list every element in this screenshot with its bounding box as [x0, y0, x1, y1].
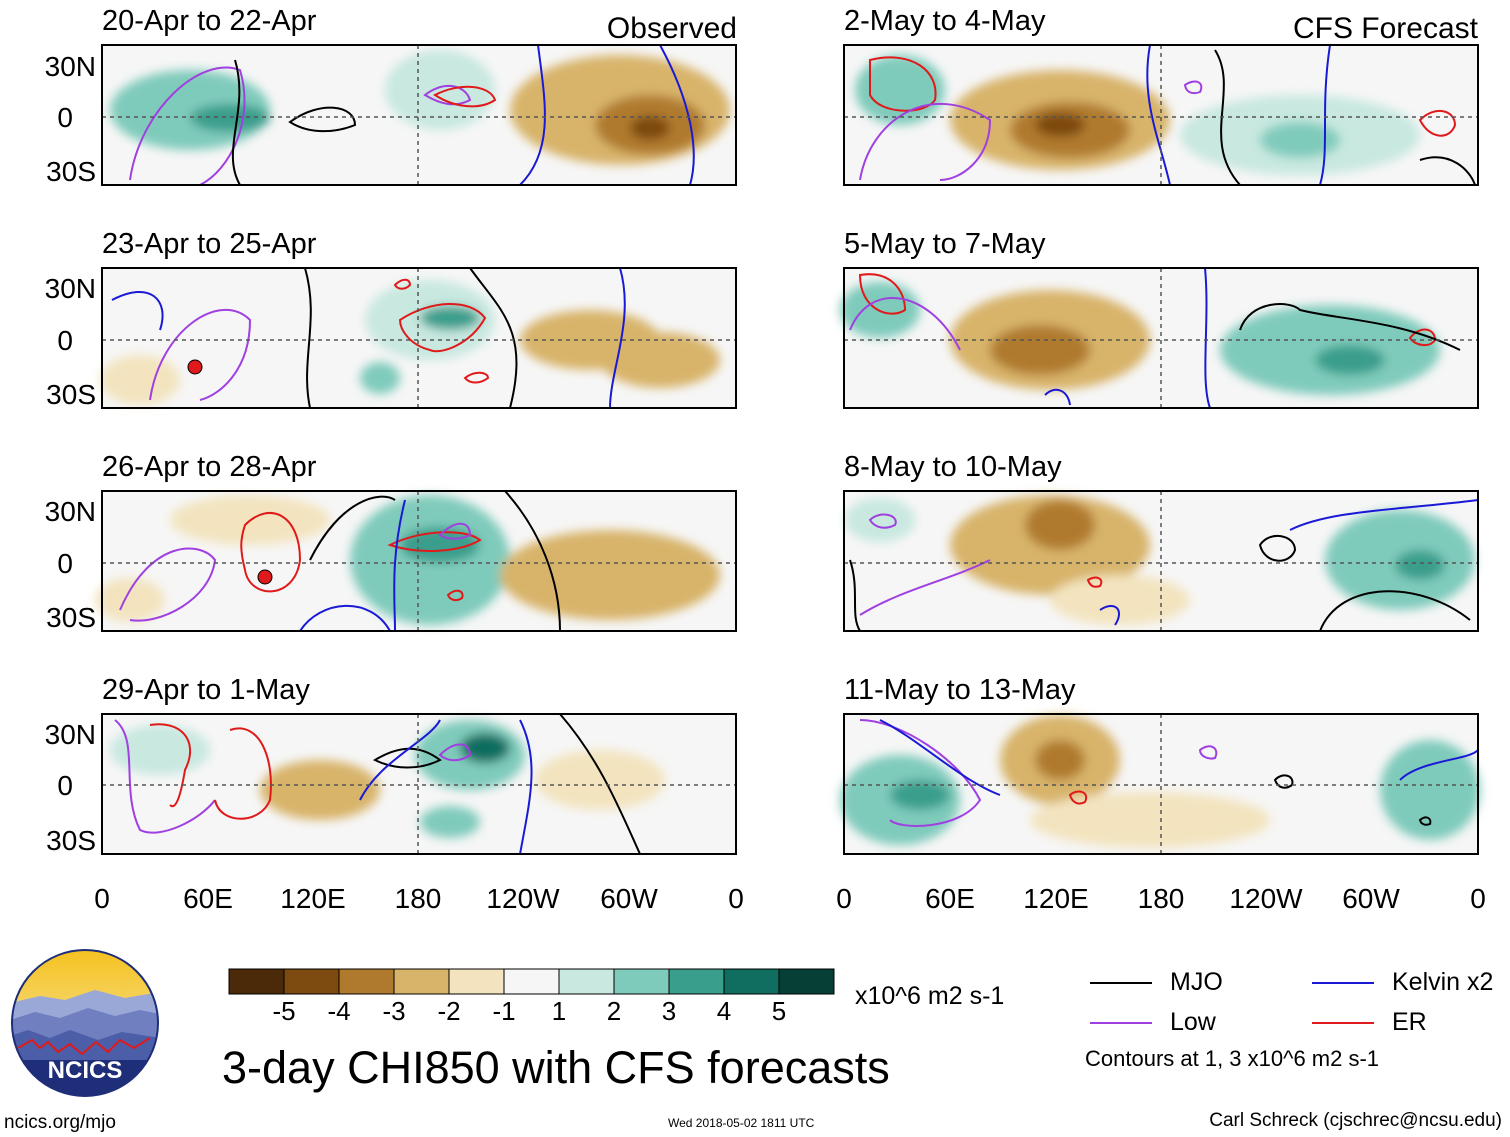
colorbar [228, 968, 835, 995]
x-tick-60e: 60E [183, 883, 233, 914]
panel-fcst-4: 11-May to 13-May [840, 674, 1480, 855]
y-tick-30n: 30N [45, 273, 96, 304]
x-tick-60w: 60W [1342, 883, 1400, 914]
y-tick-0: 0 [57, 548, 73, 579]
colorbar-swatch [338, 968, 395, 995]
colorbar-swatch [503, 968, 560, 995]
panel-title: 29-Apr to 1-May [102, 674, 310, 706]
y-tick-30s: 30S [46, 602, 96, 633]
er-legend-label: ER [1392, 1008, 1427, 1036]
x-tick-120w: 120W [1229, 883, 1303, 914]
panel-obs-3: 26-Apr to 28-Apr [95, 451, 737, 632]
panel-obs-4: 29-Apr to 1-May [101, 674, 737, 855]
x-tick-180: 180 [395, 883, 442, 914]
panel-title: 20-Apr to 22-Apr [102, 5, 317, 37]
x-tick-60e: 60E [925, 883, 975, 914]
observed-label: Observed [607, 12, 737, 45]
y-tick-30n: 30N [45, 719, 96, 750]
panel-fcst-2: 5-May to 7-May [840, 228, 1479, 409]
cb-label: -5 [272, 996, 296, 1026]
cb-label: -2 [437, 996, 461, 1026]
er-line-swatch [1312, 1022, 1374, 1024]
low-line-swatch [1090, 1022, 1152, 1024]
panel-fcst-3: 8-May to 10-May [843, 451, 1479, 632]
site-url-link[interactable]: ncics.org/mjo [4, 1112, 116, 1133]
y-tick-0: 0 [57, 325, 73, 356]
x-tick-0-end: 0 [728, 883, 744, 914]
colorbar-units: x10^6 m2 s-1 [855, 982, 1005, 1010]
x-tick-120w: 120W [486, 883, 560, 914]
panel-title: 2-May to 4-May [844, 5, 1046, 37]
y-tick-30n: 30N [45, 496, 96, 527]
colorbar-swatch [613, 968, 670, 995]
colorbar-swatch [723, 968, 780, 995]
kelvin-line-swatch [1312, 982, 1374, 984]
x-tick-60w: 60W [600, 883, 658, 914]
x-tick-0: 0 [836, 883, 852, 914]
panel-obs-1: 20-Apr to 22-Apr [101, 5, 737, 186]
cb-label: -3 [382, 996, 406, 1026]
panel-title: 23-Apr to 25-Apr [102, 228, 317, 260]
panel-obs-2: 23-Apr to 25-Apr [100, 228, 737, 409]
kelvin-legend-label: Kelvin x2 [1392, 968, 1494, 996]
x-axis-labels-right: 0 60E 120E 180 120W 60W 0 [836, 883, 1486, 914]
x-tick-180: 180 [1138, 883, 1185, 914]
x-tick-120e: 120E [1023, 883, 1088, 914]
cb-label: -4 [327, 996, 351, 1026]
colorbar-swatch [448, 968, 505, 995]
y-axis-labels: 30N 0 30S 30N 0 30S 30N 0 30S 30N 0 30S [45, 51, 96, 856]
cb-label: 4 [716, 996, 732, 1026]
y-tick-30s: 30S [46, 379, 96, 410]
logo-text: NCICS [48, 1057, 123, 1084]
mjo-legend-label: MJO [1170, 968, 1223, 996]
x-axis-labels-left: 0 60E 120E 180 120W 60W 0 [94, 883, 744, 914]
colorbar-swatch [778, 968, 835, 995]
y-tick-30s: 30S [46, 825, 96, 856]
main-title: 3-day CHI850 with CFS forecasts [222, 1042, 890, 1093]
y-tick-30s: 30S [46, 156, 96, 187]
contours-note: Contours at 1, 3 x10^6 m2 s-1 [1085, 1046, 1380, 1071]
panel-title: 8-May to 10-May [844, 451, 1062, 483]
x-tick-0-end: 0 [1470, 883, 1486, 914]
cb-label: -1 [492, 996, 516, 1026]
panel-title: 26-Apr to 28-Apr [102, 451, 317, 483]
x-tick-120e: 120E [280, 883, 345, 914]
panel-title: 11-May to 13-May [844, 674, 1076, 706]
y-tick-0: 0 [57, 770, 73, 801]
cb-label: 2 [606, 996, 622, 1026]
cb-label: 1 [551, 996, 567, 1026]
cfs-forecast-label: CFS Forecast [1293, 12, 1479, 45]
cb-label: 3 [661, 996, 677, 1026]
low-legend-label: Low [1170, 1008, 1216, 1036]
y-tick-30n: 30N [45, 51, 96, 82]
panel-fcst-1: 2-May to 4-May [843, 5, 1479, 186]
colorbar-swatch [668, 968, 725, 995]
author-credit: Carl Schreck (cjschrec@ncsu.edu) [1209, 1110, 1502, 1131]
x-tick-0: 0 [94, 883, 110, 914]
colorbar-swatch [228, 968, 285, 995]
colorbar-swatch [558, 968, 615, 995]
timestamp: Wed 2018-05-02 1811 UTC [668, 1116, 815, 1130]
mjo-line-swatch [1090, 982, 1152, 984]
colorbar-swatch [283, 968, 340, 995]
colorbar-swatch [393, 968, 450, 995]
cb-label: 5 [771, 996, 787, 1026]
panel-title: 5-May to 7-May [844, 228, 1046, 260]
y-tick-0: 0 [57, 102, 73, 133]
ncics-logo: NCICS [11, 949, 159, 1097]
